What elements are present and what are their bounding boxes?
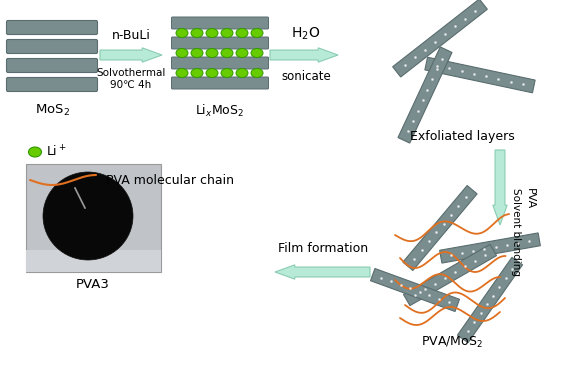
Ellipse shape bbox=[191, 69, 203, 77]
Ellipse shape bbox=[236, 69, 248, 77]
Ellipse shape bbox=[191, 48, 203, 58]
Ellipse shape bbox=[221, 69, 233, 77]
Text: PVA molecular chain: PVA molecular chain bbox=[106, 174, 234, 186]
FancyBboxPatch shape bbox=[6, 40, 98, 54]
Text: n-BuLi: n-BuLi bbox=[112, 29, 150, 42]
Polygon shape bbox=[404, 244, 497, 306]
Polygon shape bbox=[370, 269, 459, 312]
Text: PVA/MoS$_2$: PVA/MoS$_2$ bbox=[421, 335, 483, 350]
FancyBboxPatch shape bbox=[6, 77, 98, 91]
Ellipse shape bbox=[191, 29, 203, 37]
FancyBboxPatch shape bbox=[171, 77, 269, 89]
Ellipse shape bbox=[206, 29, 218, 37]
Text: H$_2$O: H$_2$O bbox=[291, 26, 321, 42]
Text: Exfoliated layers: Exfoliated layers bbox=[409, 130, 514, 143]
FancyBboxPatch shape bbox=[171, 57, 269, 69]
FancyArrow shape bbox=[275, 265, 370, 279]
Polygon shape bbox=[398, 47, 452, 143]
Text: Solvent blending: Solvent blending bbox=[511, 188, 521, 276]
Text: Film formation: Film formation bbox=[278, 242, 368, 255]
Ellipse shape bbox=[206, 69, 218, 77]
Polygon shape bbox=[393, 0, 488, 77]
Polygon shape bbox=[439, 233, 540, 263]
Text: PVA: PVA bbox=[525, 188, 535, 209]
Ellipse shape bbox=[43, 172, 133, 260]
Ellipse shape bbox=[236, 29, 248, 37]
Ellipse shape bbox=[206, 48, 218, 58]
FancyArrow shape bbox=[100, 48, 162, 62]
Text: sonicate: sonicate bbox=[281, 70, 331, 83]
Ellipse shape bbox=[176, 29, 188, 37]
FancyBboxPatch shape bbox=[26, 164, 160, 272]
Polygon shape bbox=[403, 186, 477, 270]
Polygon shape bbox=[458, 257, 523, 343]
Ellipse shape bbox=[251, 29, 263, 37]
Text: MoS$_2$: MoS$_2$ bbox=[35, 103, 70, 118]
Text: Li$^+$: Li$^+$ bbox=[46, 144, 67, 160]
FancyBboxPatch shape bbox=[171, 37, 269, 49]
Ellipse shape bbox=[251, 48, 263, 58]
Ellipse shape bbox=[236, 48, 248, 58]
Text: Solvothermal
90℃ 4h: Solvothermal 90℃ 4h bbox=[96, 68, 166, 90]
FancyBboxPatch shape bbox=[171, 17, 269, 29]
Ellipse shape bbox=[176, 69, 188, 77]
Text: Li$_x$MoS$_2$: Li$_x$MoS$_2$ bbox=[196, 103, 244, 119]
FancyBboxPatch shape bbox=[6, 21, 98, 34]
Ellipse shape bbox=[221, 29, 233, 37]
FancyArrow shape bbox=[493, 150, 507, 225]
Bar bbox=[26, 250, 160, 272]
Polygon shape bbox=[425, 57, 535, 93]
Text: PVA3: PVA3 bbox=[76, 278, 110, 291]
Ellipse shape bbox=[176, 48, 188, 58]
Ellipse shape bbox=[28, 147, 41, 157]
FancyBboxPatch shape bbox=[6, 58, 98, 73]
FancyArrow shape bbox=[270, 48, 338, 62]
Ellipse shape bbox=[221, 48, 233, 58]
Ellipse shape bbox=[251, 69, 263, 77]
